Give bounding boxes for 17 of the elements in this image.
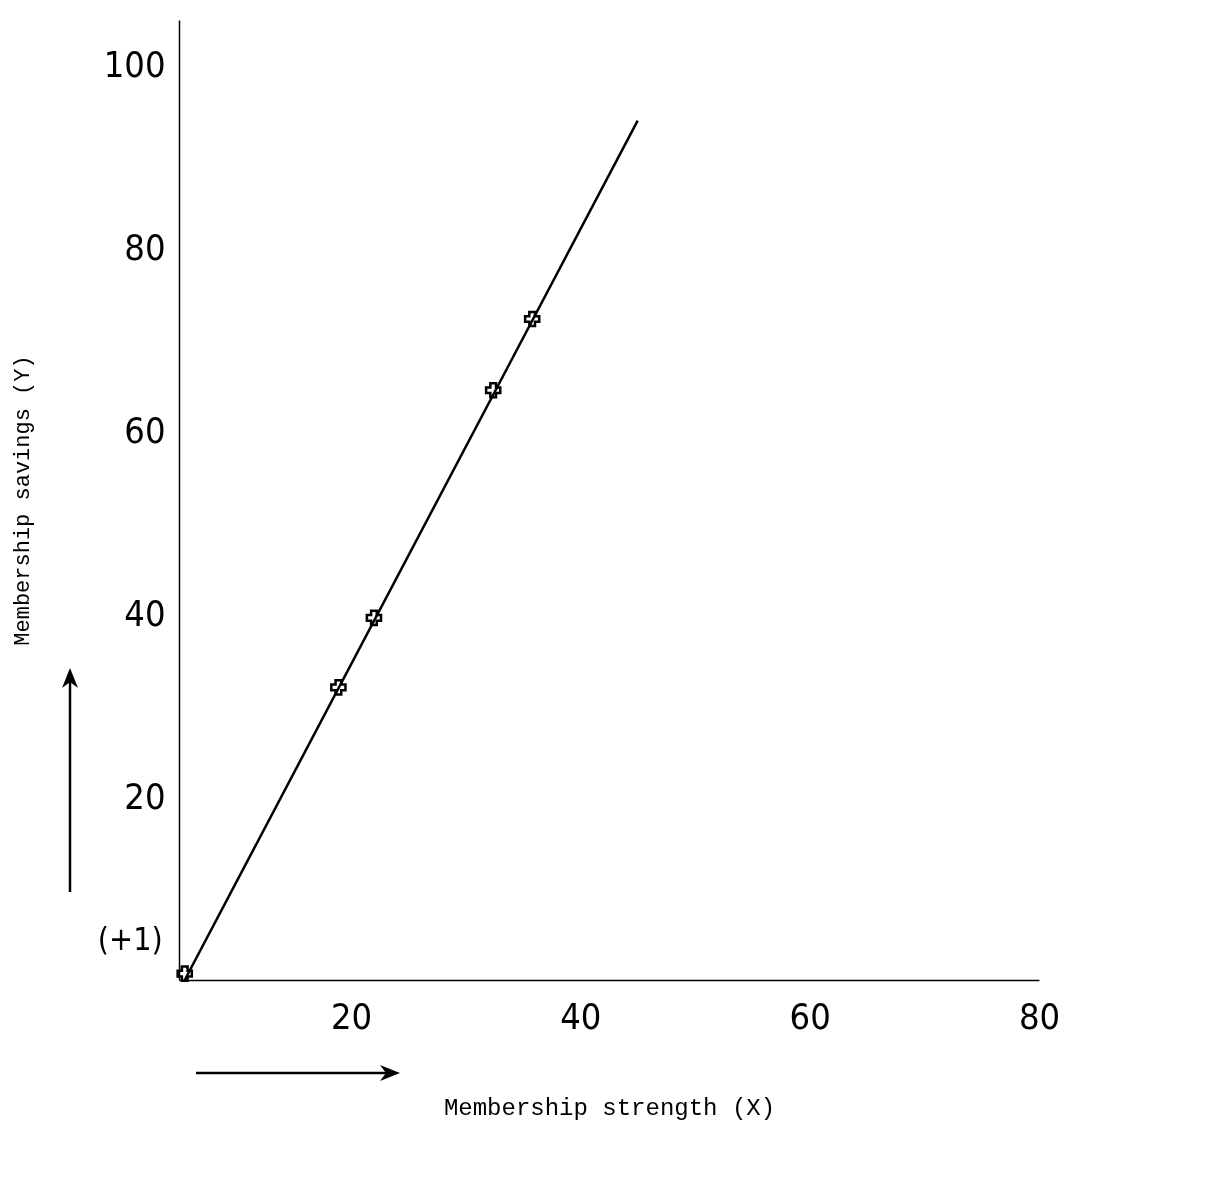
x-tick-label: 40: [560, 995, 602, 1037]
point: [176, 965, 194, 982]
x-tick-label: 60: [789, 995, 831, 1037]
y-tick-label: 40: [124, 592, 166, 634]
x-tick-label: 20: [330, 995, 373, 1037]
point: [523, 310, 541, 328]
x-axis-title: Membership strength (X): [443, 1094, 776, 1122]
y-tick-label: 60: [124, 409, 166, 451]
y-axis-title: Membership savings (Y): [10, 355, 36, 646]
point: [484, 381, 502, 399]
x-tick-label: 80: [1018, 995, 1061, 1037]
y-tick-label: 80: [124, 227, 166, 269]
point: [365, 609, 383, 627]
y-tick-label: 100: [103, 44, 166, 86]
annotation: (+1): [97, 919, 163, 958]
y-tick-label: 20: [124, 775, 166, 817]
point: [330, 679, 347, 696]
